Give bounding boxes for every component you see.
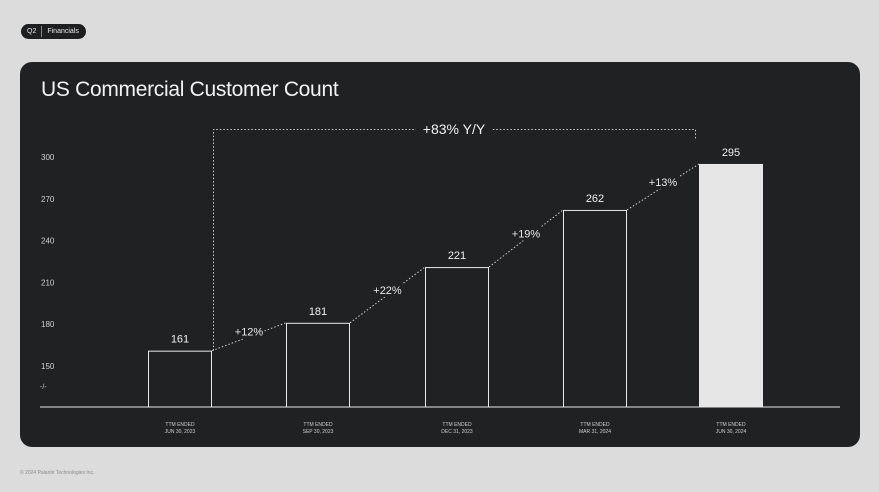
data-label: 262 [586,193,604,205]
copyright: © 2024 Palantir Technologies Inc. [20,470,95,476]
y-tick-label: 270 [41,195,55,204]
chart-title: US Commercial Customer Count [41,78,339,101]
yoy-label-bg [416,120,492,138]
quarter-label: Q2 [27,28,37,35]
section-label: Financials [47,28,79,35]
growth-label-bg [233,324,265,339]
yoy-bracket [213,129,696,351]
growth-label-bg [510,226,542,241]
growth-label: +13% [649,177,678,189]
category-label: TTM ENDED [303,422,333,428]
yoy-label: +83% Y/Y [423,121,486,137]
category-label: TTM ENDED [716,422,746,428]
category-label: TTM ENDED [442,422,472,428]
growth-label: +22% [373,285,402,297]
bar [563,209,627,408]
y-tick-label: 150 [41,362,55,371]
y-tick-label: 240 [41,237,55,246]
bar [425,267,489,408]
growth-label-bg [647,174,679,189]
bar [286,322,350,408]
growth-label: +19% [512,229,541,241]
data-label: 221 [448,250,466,262]
growth-label: +12% [235,327,264,339]
data-label: 161 [171,334,189,346]
category-label: SEP 30, 2023 [303,429,334,435]
data-label: 181 [309,306,327,318]
badge-divider [41,26,43,37]
data-label: 295 [722,147,740,159]
y-tick-label: 180 [41,320,55,329]
bar [148,350,212,408]
category-label: TTM ENDED [165,422,195,428]
y-tick-label: 300 [41,153,55,162]
category-label: JUN 30, 2023 [165,429,196,435]
y-tick-label: 210 [41,278,55,287]
category-label: MAR 31, 2024 [579,429,611,435]
category-label: DEC 31, 2023 [441,429,473,435]
axis-break-label: -/- [40,384,47,391]
bar [699,163,763,408]
category-label: TTM ENDED [580,422,610,428]
section-badge: Q2 Financials [21,24,86,39]
category-label: JUN 30, 2024 [716,429,747,435]
growth-label-bg [372,282,403,297]
